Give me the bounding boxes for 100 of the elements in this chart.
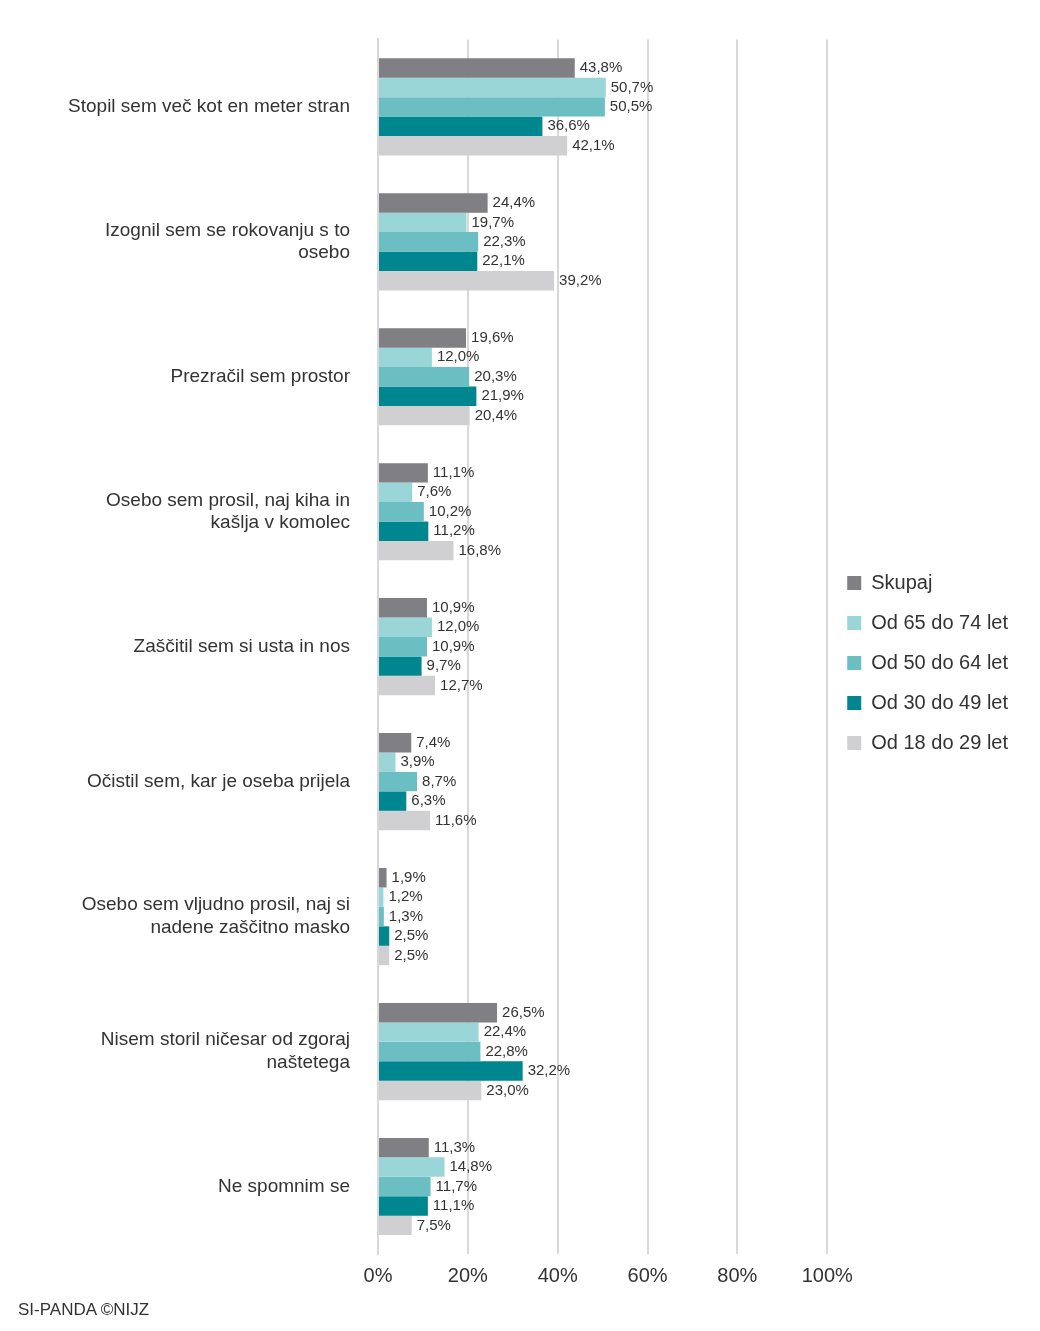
data-label: 10,2% xyxy=(428,501,472,519)
bar xyxy=(379,77,606,98)
data-label: 1,2% xyxy=(388,887,423,905)
data-label: 9,7% xyxy=(426,656,461,674)
bar xyxy=(379,463,428,483)
bar xyxy=(379,116,543,137)
data-label: 32,2% xyxy=(527,1061,571,1079)
data-label: 43,8% xyxy=(579,58,623,76)
data-label: 22,3% xyxy=(483,231,526,249)
data-label: 1,3% xyxy=(388,906,424,924)
data-label: 11,2% xyxy=(433,521,475,539)
y-tick-label: Očistil sem, kar je oseba prijela xyxy=(87,769,351,791)
data-label: 3,9% xyxy=(400,752,435,770)
data-label: 39,2% xyxy=(559,270,602,288)
data-label: 19,7% xyxy=(471,212,515,230)
bar xyxy=(379,232,479,252)
y-tick-label: Nisem storil ničesar od zgoraj naštetega xyxy=(100,1028,351,1073)
bar xyxy=(379,926,390,946)
x-tick-label: 80% xyxy=(717,1263,758,1286)
bar xyxy=(379,58,575,78)
bar xyxy=(379,791,407,811)
bar xyxy=(379,521,429,541)
bar xyxy=(379,97,605,117)
bar xyxy=(379,906,384,927)
data-label: 11,3% xyxy=(433,1137,476,1155)
legend-label: Od 65 do 74 let xyxy=(871,610,1009,633)
legend-label: Od 18 do 29 let xyxy=(871,730,1009,753)
data-label: 11,1% xyxy=(432,463,475,481)
bar xyxy=(379,1137,429,1158)
bar xyxy=(379,347,432,368)
legend-label: Od 50 do 64 let xyxy=(871,650,1009,673)
bar xyxy=(379,887,384,907)
x-tick-label: 40% xyxy=(537,1263,578,1286)
bar xyxy=(379,193,488,213)
bar xyxy=(379,367,470,387)
data-label: 7,6% xyxy=(417,482,452,500)
bar xyxy=(379,328,467,348)
data-label: 7,5% xyxy=(416,1215,451,1233)
data-label: 1,9% xyxy=(391,867,426,885)
data-label: 12,0% xyxy=(436,617,480,635)
data-label: 22,4% xyxy=(483,1022,527,1040)
bar xyxy=(379,617,432,637)
data-label: 2,5% xyxy=(394,926,429,944)
bar xyxy=(379,598,427,618)
data-label: 22,8% xyxy=(485,1041,528,1059)
bar xyxy=(379,1157,445,1177)
y-tick-label: Prezračil sem prostor xyxy=(170,365,351,387)
data-label: 16,8% xyxy=(458,540,502,558)
bar xyxy=(379,502,424,522)
x-tick-label: 20% xyxy=(447,1263,489,1286)
y-tick-label: Ne spomnim se xyxy=(218,1174,350,1196)
bar xyxy=(379,1041,481,1062)
bar xyxy=(379,733,412,753)
bar xyxy=(379,752,396,772)
data-label: 21,9% xyxy=(481,386,524,404)
data-label: 20,3% xyxy=(474,366,517,384)
data-label: 50,5% xyxy=(609,97,653,115)
bar xyxy=(379,482,413,503)
legend-label: Skupaj xyxy=(871,570,933,593)
bar xyxy=(379,1022,479,1042)
data-label: 10,9% xyxy=(431,636,475,654)
data-label: 20,4% xyxy=(474,405,518,423)
bar xyxy=(379,1196,428,1216)
bar xyxy=(379,1176,431,1197)
y-tick-label: Stopil sem več kot en meter stran xyxy=(68,95,350,117)
data-label: 8,7% xyxy=(422,771,457,789)
bar xyxy=(379,656,422,676)
data-label: 19,6% xyxy=(471,328,514,346)
data-label: 7,4% xyxy=(416,732,451,750)
data-label: 11,7% xyxy=(435,1176,477,1194)
y-tick-label: Zaščitil sem si usta in nos xyxy=(133,634,350,656)
y-tick-label: Osebo sem vljudno prosil, naj si nadene zaščitno masko xyxy=(81,893,350,938)
bar xyxy=(379,1002,498,1023)
data-label: 14,8% xyxy=(449,1157,493,1175)
bar xyxy=(379,1061,523,1081)
data-label: 11,6% xyxy=(435,810,477,828)
y-tick-label: Osebo sem prosil, naj kiha in kašlja v komolec xyxy=(106,488,350,533)
x-tick-label: 0% xyxy=(363,1263,393,1286)
data-label: 50,7% xyxy=(610,77,654,95)
data-label: 24,4% xyxy=(492,193,536,211)
data-label: 36,6% xyxy=(547,116,590,134)
x-tick-label: 60% xyxy=(627,1263,668,1286)
bar xyxy=(379,251,478,271)
data-label: 26,5% xyxy=(502,1002,545,1020)
data-label: 22,1% xyxy=(482,251,525,269)
data-label: 2,5% xyxy=(394,945,429,963)
text: SI-PANDA ©NIJZ xyxy=(18,1300,151,1320)
bar xyxy=(379,636,427,657)
data-label: 23,0% xyxy=(486,1080,529,1098)
x-tick-label: 100% xyxy=(801,1263,854,1286)
bar xyxy=(379,212,467,233)
data-label: 42,1% xyxy=(572,135,615,153)
y-tick-label: Izognil sem se rokovanju s to osebo xyxy=(104,218,350,263)
bar xyxy=(379,386,477,406)
data-label: 12,0% xyxy=(436,347,480,365)
legend-label: Od 30 do 49 let xyxy=(871,690,1009,713)
bar xyxy=(379,868,387,888)
data-label: 6,3% xyxy=(411,791,446,809)
bar xyxy=(379,771,418,792)
data-label: 11,1% xyxy=(432,1196,475,1214)
